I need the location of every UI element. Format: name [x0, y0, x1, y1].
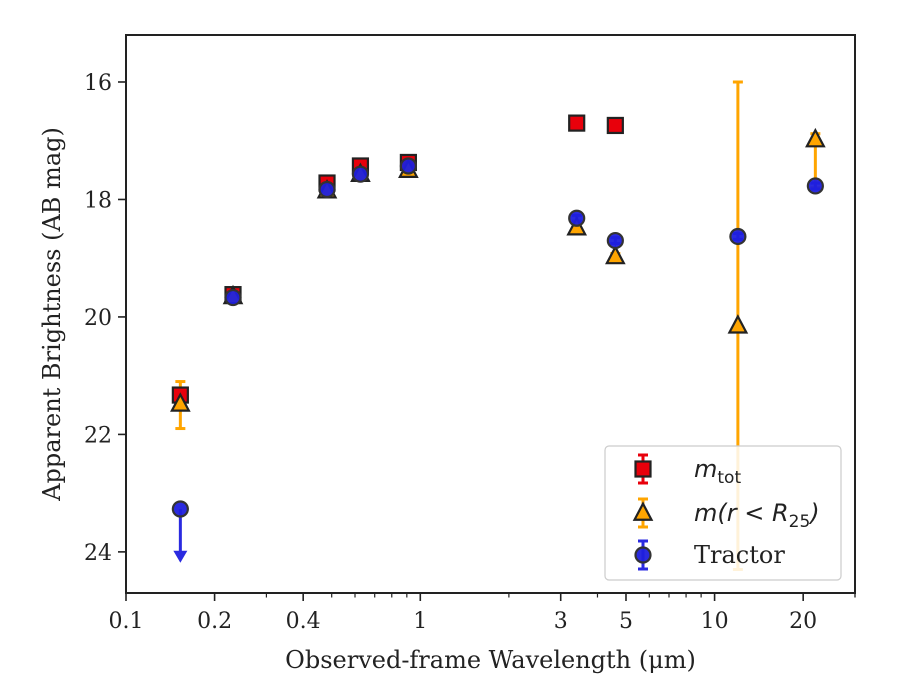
y-tick-label: 20: [84, 306, 112, 331]
data-point-circle: [606, 231, 624, 250]
data-point-triangle: [727, 314, 749, 334]
legend-entry-triangle: m(r < R25): [632, 497, 820, 532]
data-point-circle: [399, 157, 417, 175]
data-point-circle: [224, 288, 242, 307]
legend: mtot m(r < R25) Tractor: [604, 445, 842, 581]
y-axis-label: Apparent Brightness (AB mag): [38, 127, 66, 502]
data-point-circle: [351, 165, 370, 183]
y-tick-label: 22: [84, 423, 112, 448]
plot-area: [170, 80, 826, 572]
data-point-triangle: [605, 244, 626, 265]
x-tick-label: 3: [554, 609, 568, 634]
y-tick-label: 24: [84, 541, 112, 566]
legend-entry-circle: Tractor: [634, 539, 785, 571]
legend-box: [604, 445, 842, 581]
data-point-circle: [568, 209, 586, 227]
legend-entry-square: mtot: [634, 453, 741, 488]
data-point-square: [606, 116, 624, 135]
y-tick-label: 18: [84, 188, 112, 213]
markers-circle: [171, 157, 824, 518]
x-tick-label: 0.4: [286, 609, 321, 634]
x-tick-label: 5: [619, 609, 633, 634]
legend-label: Tractor: [694, 541, 785, 569]
legend-marker-triangle: [632, 501, 654, 521]
upper-limit-arrow-head: [173, 550, 188, 563]
legend-label: mtot: [694, 455, 741, 488]
plot-frame: [125, 34, 856, 594]
data-point-circle: [729, 227, 747, 246]
x-tick-label: 0.2: [197, 609, 232, 634]
data-point-triangle: [805, 127, 826, 148]
data-point-circle: [171, 500, 189, 518]
data-point-circle: [318, 180, 336, 199]
markers-square: [171, 114, 624, 404]
x-tick-label: 0.1: [109, 609, 144, 634]
y-tick-label: 16: [84, 71, 112, 96]
data-point-triangle: [170, 392, 191, 412]
legend-label: m(r < R25): [694, 499, 820, 532]
series-square: [175, 119, 621, 404]
axes: 0.1 0.2 0.4 1 3 5 10 20 16 18 20 22 24 Observed-frame…: [38, 34, 856, 674]
x-tick-label: 20: [789, 609, 817, 634]
data-point-circle: [806, 177, 824, 195]
data-point-square: [568, 114, 586, 132]
legend-marker-square: [634, 460, 652, 478]
x-tick-label: 1: [413, 609, 427, 634]
legend-marker-circle: [634, 546, 652, 564]
markers-triangle: [170, 127, 826, 412]
x-tick-label: 10: [701, 609, 729, 634]
x-axis-label: Observed-frame Wavelength (μm): [285, 646, 696, 674]
